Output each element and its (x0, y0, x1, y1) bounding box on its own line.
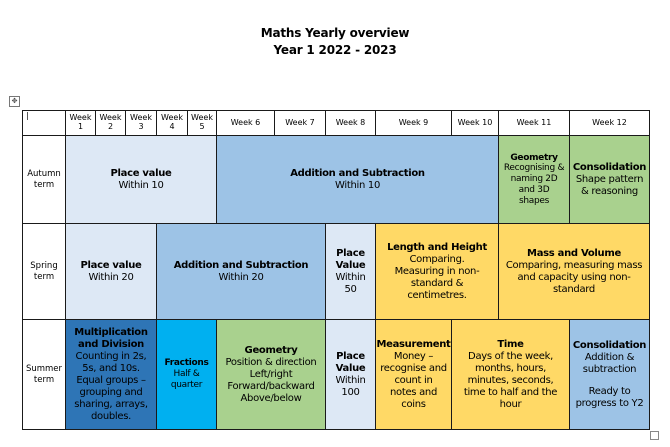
autumn-geometry: Geometry Recognising & naming 2D and 3D … (498, 135, 570, 224)
summer-fractions: Fractions Half & quarter (156, 319, 217, 430)
header-week-7: Week 7 (274, 110, 326, 136)
header-week-4: Week 4 (156, 110, 188, 136)
header-week-11: Week 11 (498, 110, 570, 136)
autumn-consolidation: Consolidation Shape pattern & reasoning (569, 135, 650, 224)
spring-length-height: Length and Height Comparing. Measuring i… (375, 223, 499, 320)
header-week-9: Week 9 (375, 110, 452, 136)
spring-mass-volume: Mass and Volume Comparing, measuring mas… (498, 223, 650, 320)
header-week-5: Week 5 (187, 110, 217, 136)
summer-consolidation: Consolidation Addition & subtraction Rea… (569, 319, 650, 430)
header-week-6: Week 6 (216, 110, 275, 136)
header-week-10: Week 10 (451, 110, 499, 136)
document-title: Maths Yearly overview (260, 26, 410, 40)
summer-time: Time Days of the week, months, hours, mi… (451, 319, 570, 430)
summer-geometry: Geometry Position & direction Left/right… (216, 319, 326, 430)
header-week-3: Week 3 (125, 110, 157, 136)
spring-addition-subtraction: Addition and Subtraction Within 20 (156, 223, 326, 320)
header-week-2: Week 2 (95, 110, 126, 136)
summer-place-value-100: Place Value Within 100 (325, 319, 376, 430)
header-week-8: Week 8 (325, 110, 376, 136)
summer-multiplication-division: Multiplication and Division Counting in … (65, 319, 157, 430)
header-week-12: Week 12 (569, 110, 650, 136)
spring-place-value: Place value Within 20 (65, 223, 157, 320)
autumn-addition-subtraction: Addition and Subtraction Within 10 (216, 135, 499, 224)
summer-measurement: Measurement Money – recognise and count … (375, 319, 452, 430)
header-week-1: Week 1 (65, 110, 96, 136)
four-way-arrow-icon[interactable]: ✥ (9, 96, 20, 107)
term-summer: Summer term (22, 319, 66, 430)
spring-place-value-50: Place Value Within 50 (325, 223, 376, 320)
document-subtitle: Year 1 2022 - 2023 (273, 43, 397, 57)
corner-cell: | (22, 110, 66, 136)
table-resize-handle[interactable] (650, 431, 659, 440)
term-autumn: Autumn term (22, 135, 66, 224)
autumn-place-value: Place value Within 10 (65, 135, 217, 224)
term-spring: Spring term (22, 223, 66, 320)
